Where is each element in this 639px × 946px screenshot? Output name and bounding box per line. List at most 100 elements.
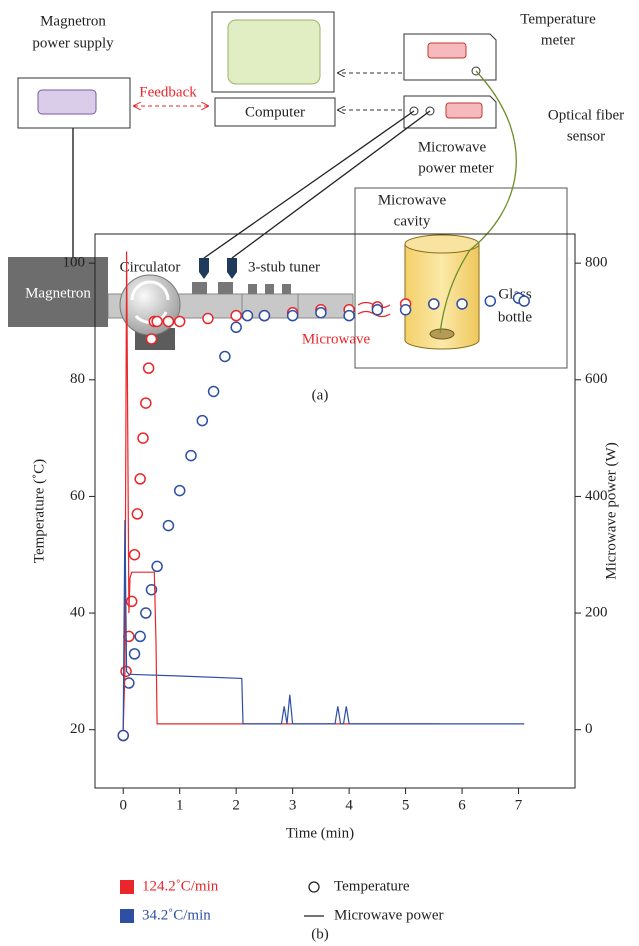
point [128,648,141,660]
magnetron [8,257,108,327]
point [145,333,158,345]
screen [227,19,321,85]
y2-tick-label: 400 [585,488,608,504]
plot-frame [94,233,576,789]
sensor-tip [429,328,455,340]
power-line [122,519,525,730]
y-axis-title: Temperature (˚C) [31,459,47,563]
label: power meter [418,160,493,176]
label: cavity [394,213,431,229]
legend-marker [308,881,320,893]
legend-swatch [120,880,134,894]
point [399,304,412,316]
point [230,309,242,322]
point [140,607,152,619]
chart: Time (min) Temperature (˚C) Microwave po… [31,233,619,942]
y2-tick-label: 200 [585,604,608,620]
point [343,309,355,322]
legend-label: 34.2˚C/min [142,907,211,923]
stub [218,282,233,294]
x-tick-label: 0 [119,797,127,813]
point [145,583,158,596]
point [241,309,254,322]
x-tick-label: 5 [402,797,410,813]
label: Temperature [520,11,596,27]
point [286,309,299,322]
label: bottle [498,309,533,325]
label: Microwave [418,139,487,155]
legend-label: Temperature [334,878,410,894]
legend-label: 124.2˚C/min [142,878,219,894]
point [484,295,497,307]
point [428,298,440,310]
stub [248,284,257,294]
caption: (b) [311,926,329,942]
point [134,473,146,485]
point [173,315,186,328]
probe [199,258,209,279]
point [518,295,530,307]
x-tick-label: 6 [458,797,466,813]
y-tick-label: 60 [70,488,85,504]
y2-tick-label: 800 [585,255,608,271]
x-tick-label: 3 [289,797,297,813]
point [128,548,141,561]
label: meter [541,32,575,48]
point [151,560,163,573]
point [202,312,214,325]
label: Magnetron [25,285,91,301]
computer-base [214,97,336,127]
y-tick-label: 40 [70,604,85,620]
point [140,397,152,409]
point [456,298,468,310]
point [117,729,129,742]
y-tick-label: 100 [63,255,86,271]
probe [227,258,237,279]
caption: (a) [312,387,329,403]
label: 3-stub tuner [248,259,320,275]
point [173,484,186,497]
point [219,350,231,363]
diagram: Magnetron power supply Feedback Computer… [8,11,624,403]
x-tick-label: 2 [232,797,240,813]
label: Circulator [120,259,181,275]
label: power supply [32,35,114,51]
power-supply-display [37,89,97,115]
point [131,508,144,520]
stub [282,284,291,294]
y2-tick-label: 600 [585,371,608,387]
point [185,449,197,462]
bottle-top [404,234,480,254]
bottle [404,243,480,350]
label: Feedback [139,84,197,100]
label: Optical fiber [548,107,624,123]
point [207,385,220,398]
y2-axis-title: Microwave power (W) [603,442,619,579]
point [315,306,327,319]
point [142,362,155,374]
point [371,304,384,316]
stub [265,284,274,294]
legend-label: Microwave power [334,907,444,923]
x-tick-label: 1 [176,797,184,813]
point [123,677,135,689]
point [230,321,242,334]
point [258,309,271,322]
label: Computer [245,104,305,120]
legend-swatch [120,909,134,923]
y-tick-label: 20 [70,721,85,737]
x-tick-label: 7 [515,797,523,813]
label: Microwave [378,192,447,208]
label: Magnetron [40,13,106,29]
point [137,432,149,444]
x-axis-title: Time (min) [286,825,354,841]
display [445,102,483,119]
point [134,630,146,643]
label: sensor [567,128,605,144]
x-tick-label: 4 [345,797,353,813]
label: Microwave [302,331,371,347]
y-tick-label: 80 [70,371,85,387]
point [162,315,175,328]
point [151,315,163,328]
